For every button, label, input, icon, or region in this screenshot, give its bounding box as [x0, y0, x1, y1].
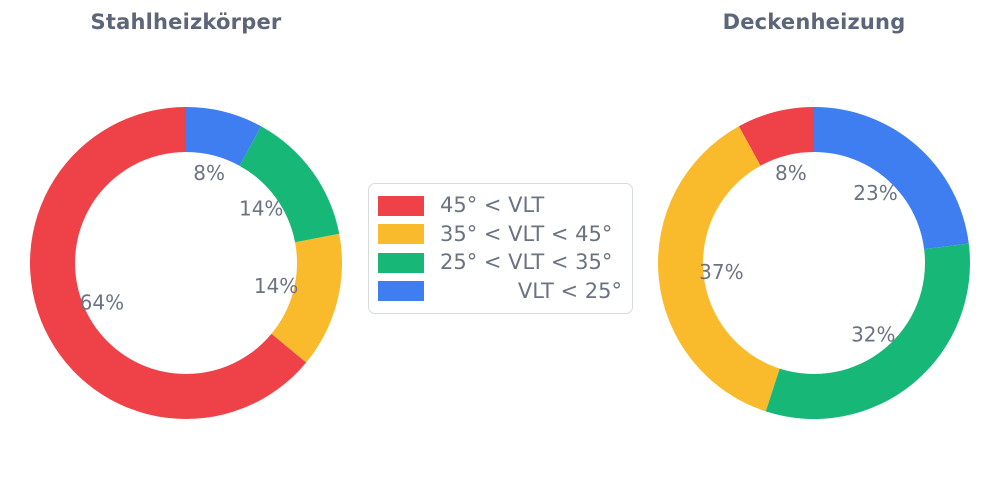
legend-swatch-yellow	[378, 224, 424, 245]
legend-item-blue[interactable]: VLT < 25°	[378, 278, 622, 303]
legend-item-label: 25° < VLT < 35°	[440, 250, 613, 275]
pie-value-label: 14%	[254, 274, 298, 298]
chart-title-stahlheizkoerper: Stahlheizkörper	[90, 10, 282, 34]
legend-box: 45° < VLT 35° < VLT < 45° 25° < VLT < 35…	[368, 183, 633, 314]
pie-value-label: 32%	[851, 323, 895, 347]
pie-value-label: 23%	[853, 181, 897, 205]
legend-swatch-red	[378, 195, 424, 216]
legend-item-label: 35° < VLT < 45°	[440, 221, 613, 246]
legend-item-label: 45° < VLT	[440, 193, 545, 218]
chart-title-deckenheizung: Deckenheizung	[722, 10, 906, 34]
donut-chart-stahlheizkoerper: 64% 14% 14% 8%	[30, 107, 343, 419]
legend-item-green[interactable]: 25° < VLT < 35°	[378, 252, 622, 273]
pie-slice-1[interactable]	[271, 233, 343, 363]
legend-item-label: VLT < 25°	[517, 278, 622, 303]
pie-value-label: 64%	[80, 291, 124, 315]
legend-swatch-blue	[378, 281, 424, 302]
pie-slice-3[interactable]	[814, 107, 969, 250]
pie-value-label: 8%	[775, 161, 807, 185]
pie-slice-0[interactable]	[738, 107, 814, 166]
legend-swatch-green	[378, 252, 424, 273]
pie-slice-0[interactable]	[30, 107, 307, 419]
pie-value-label: 14%	[239, 196, 283, 220]
pie-slice-1[interactable]	[658, 126, 780, 412]
pie-slice-2[interactable]	[239, 126, 340, 243]
legend-item-red[interactable]: 45° < VLT	[378, 195, 622, 216]
pie-value-label: 37%	[699, 260, 743, 284]
pie-slice-3[interactable]	[186, 107, 262, 166]
pie-slice-2[interactable]	[765, 243, 970, 419]
donut-chart-deckenheizung: 8% 37% 32% 23%	[658, 107, 970, 419]
legend-item-yellow[interactable]: 35° < VLT < 45°	[378, 221, 622, 246]
pie-value-label: 8%	[193, 161, 225, 185]
